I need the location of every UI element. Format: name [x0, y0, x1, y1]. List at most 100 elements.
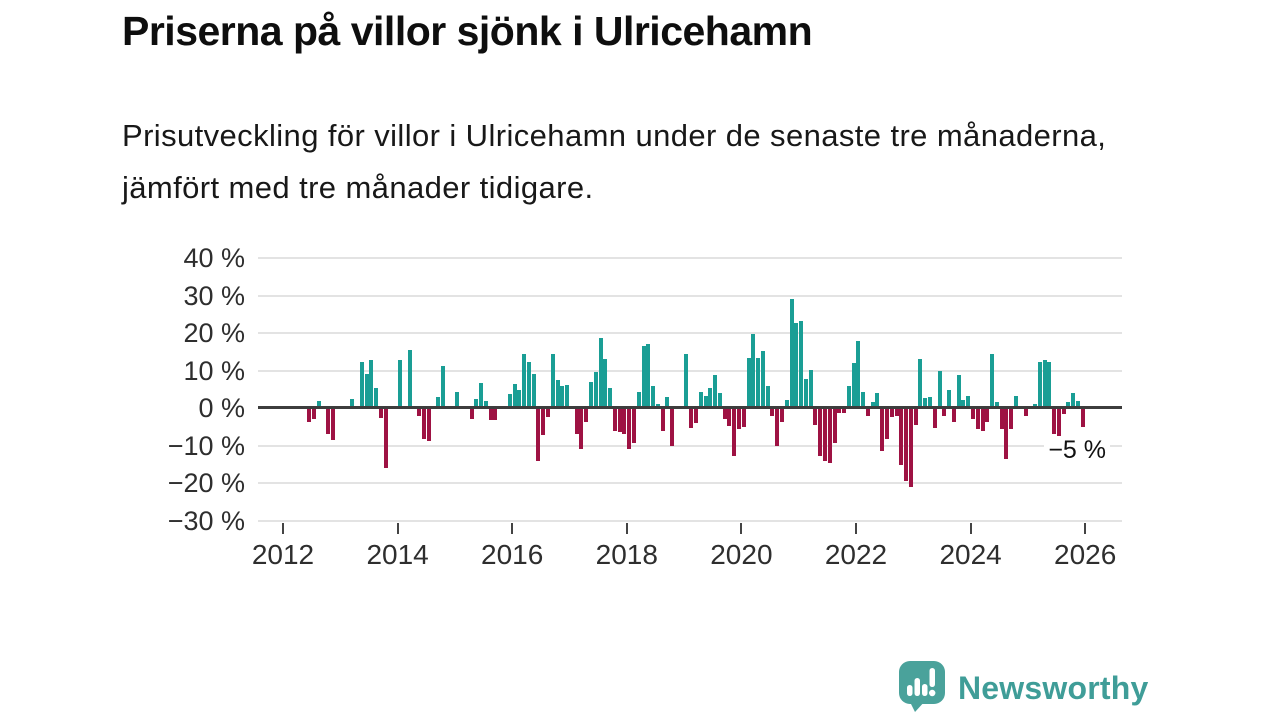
bar: [808, 369, 813, 408]
bar: [316, 400, 321, 408]
bar: [980, 408, 985, 431]
x-axis-label: 2018: [595, 539, 658, 570]
bar: [350, 399, 355, 408]
x-axis-label: 2026: [1054, 539, 1117, 570]
bar: [1066, 402, 1071, 408]
x-axis-label: 2016: [481, 539, 544, 570]
bar: [851, 363, 856, 408]
bar-chart-plot-area: [258, 257, 1122, 522]
bar: [307, 408, 312, 423]
bar: [541, 408, 546, 435]
bar: [1061, 408, 1066, 414]
bar: [493, 408, 498, 420]
bar: [507, 394, 512, 408]
bar: [727, 408, 732, 426]
bar: [813, 408, 818, 425]
bar: [794, 322, 799, 408]
bar: [531, 373, 536, 408]
bar: [842, 408, 847, 413]
newsworthy-wordmark: Newsworthy: [958, 669, 1149, 706]
latest-value-annotation: −5 %: [1044, 436, 1110, 465]
bar: [698, 392, 703, 408]
bar: [574, 408, 579, 435]
bar: [961, 399, 966, 408]
bar: [312, 408, 317, 419]
bar: [627, 408, 632, 449]
bar: [694, 408, 699, 423]
bar: [856, 340, 861, 408]
gridline: [258, 519, 1122, 522]
bar: [660, 408, 665, 432]
y-axis-label: 40 %: [183, 243, 245, 273]
newsworthy-chart-bubble-icon: [896, 660, 948, 717]
bar: [908, 408, 913, 487]
bar: [612, 408, 617, 431]
bar: [474, 399, 479, 408]
bar: [708, 388, 713, 408]
bar: [923, 397, 928, 408]
bar: [598, 337, 603, 408]
bar: [622, 408, 627, 435]
bar: [440, 365, 445, 408]
gridline: [258, 482, 1122, 484]
bar: [889, 408, 894, 417]
bar: [436, 397, 441, 408]
bar: [522, 354, 527, 408]
bar: [670, 408, 675, 446]
x-axis-tick: [740, 523, 743, 534]
bar: [421, 408, 426, 440]
bar: [550, 354, 555, 408]
y-axis-label: −20 %: [167, 468, 245, 498]
gridline: [258, 369, 1122, 372]
bar: [827, 408, 832, 464]
bar: [737, 408, 741, 429]
bar: [526, 361, 531, 408]
bar: [1013, 396, 1018, 408]
bar: [383, 408, 388, 468]
bar: [837, 408, 842, 413]
bar: [560, 385, 565, 408]
bar: [803, 379, 808, 408]
x-axis-label: 2014: [366, 539, 429, 570]
bar: [631, 408, 636, 443]
x-axis-tick: [511, 523, 514, 534]
y-axis-label: 20 %: [183, 318, 245, 348]
newsworthy-logo: Newsworthy: [896, 660, 1149, 717]
bar: [756, 358, 761, 408]
y-axis-label: −10 %: [167, 430, 245, 461]
bar: [593, 372, 598, 408]
gridline: [258, 332, 1122, 334]
bar: [426, 408, 431, 442]
bar: [928, 397, 932, 408]
bar: [512, 384, 517, 408]
bar: [846, 386, 851, 408]
bar: [904, 408, 909, 482]
bar: [1076, 400, 1081, 408]
y-axis-label: 0 %: [198, 393, 245, 423]
x-axis-tick: [625, 523, 628, 534]
bar: [818, 408, 823, 457]
bar: [956, 374, 961, 408]
bar: [985, 408, 990, 422]
bar: [913, 408, 918, 425]
bar: [1052, 408, 1057, 435]
bar: [665, 397, 670, 408]
bar: [483, 401, 488, 408]
y-axis-label: −30 %: [167, 505, 245, 536]
bar: [684, 354, 689, 408]
bar: [994, 402, 999, 408]
bar: [751, 333, 756, 408]
x-axis-label: 2022: [824, 539, 888, 570]
bar: [822, 408, 827, 462]
bar: [655, 403, 660, 408]
bar: [713, 374, 718, 408]
x-axis-tick: [855, 523, 857, 534]
bar: [455, 392, 460, 408]
bar: [469, 408, 474, 420]
bar: [326, 408, 331, 435]
bar: [636, 392, 641, 408]
gridline: [258, 257, 1122, 259]
bar: [407, 350, 412, 408]
bar: [975, 408, 980, 429]
